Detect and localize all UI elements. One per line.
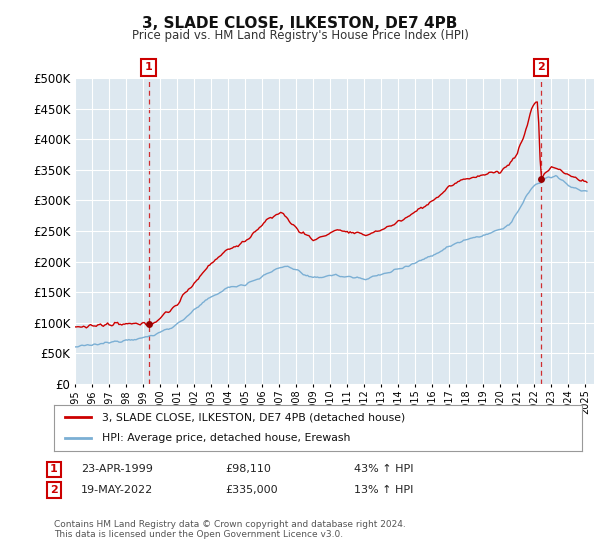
Text: Price paid vs. HM Land Registry's House Price Index (HPI): Price paid vs. HM Land Registry's House …	[131, 29, 469, 42]
Text: 1: 1	[145, 62, 152, 72]
Text: 3, SLADE CLOSE, ILKESTON, DE7 4PB: 3, SLADE CLOSE, ILKESTON, DE7 4PB	[142, 16, 458, 31]
Text: Contains HM Land Registry data © Crown copyright and database right 2024.
This d: Contains HM Land Registry data © Crown c…	[54, 520, 406, 539]
Text: 13% ↑ HPI: 13% ↑ HPI	[354, 485, 413, 495]
Text: 43% ↑ HPI: 43% ↑ HPI	[354, 464, 413, 474]
Text: 1: 1	[50, 464, 58, 474]
Text: 19-MAY-2022: 19-MAY-2022	[81, 485, 153, 495]
Text: £98,110: £98,110	[225, 464, 271, 474]
Text: 3, SLADE CLOSE, ILKESTON, DE7 4PB (detached house): 3, SLADE CLOSE, ILKESTON, DE7 4PB (detac…	[101, 412, 405, 422]
Text: 2: 2	[537, 62, 545, 72]
Text: 2: 2	[50, 485, 58, 495]
Text: £335,000: £335,000	[225, 485, 278, 495]
Text: HPI: Average price, detached house, Erewash: HPI: Average price, detached house, Erew…	[101, 433, 350, 444]
Text: 23-APR-1999: 23-APR-1999	[81, 464, 153, 474]
